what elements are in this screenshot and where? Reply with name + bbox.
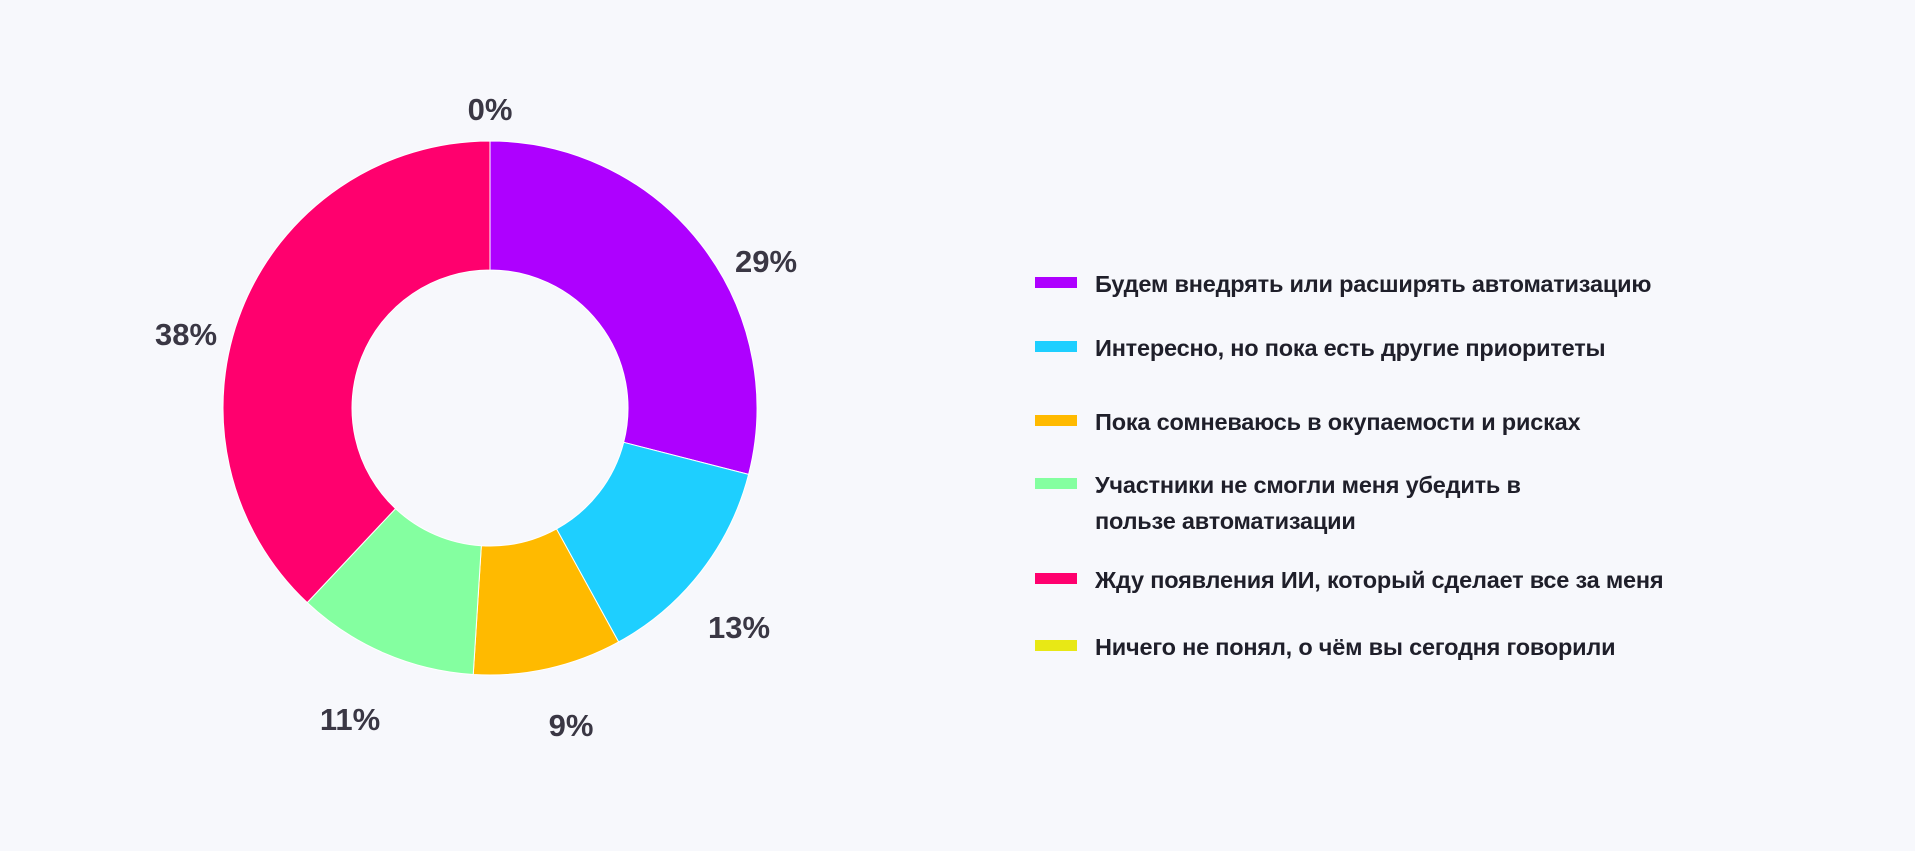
legend-item-wait-ai: Жду появления ИИ, который сделает все за… (1035, 562, 1795, 598)
legend-swatch (1035, 415, 1077, 426)
pct-label-not-understood: 0% (468, 92, 513, 127)
donut-slice-wait-ai (222, 140, 491, 604)
legend-item-other-priorities: Интересно, но пока есть другие приоритет… (1035, 330, 1795, 366)
legend-swatch (1035, 573, 1077, 584)
donut-slice-other-priorities (555, 441, 750, 643)
legend-swatch (1035, 341, 1077, 352)
legend-label-line2: пользе автоматизации (1095, 508, 1356, 534)
legend-label-line1: Участники не смогли меня убедить в (1095, 472, 1521, 498)
pct-label-doubt: 9% (549, 708, 594, 743)
legend-label: Участники не смогли меня убедить в польз… (1095, 467, 1521, 539)
pct-label-automate: 29% (735, 244, 797, 279)
legend-label: Пока сомневаюсь в окупаемости и рисках (1095, 409, 1581, 435)
pct-label-not-convinced: 11% (320, 702, 380, 737)
legend-swatch (1035, 478, 1077, 489)
legend-item-not-convinced: Участники не смогли меня убедить в польз… (1035, 467, 1795, 539)
legend-label: Ничего не понял, о чём вы сегодня говори… (1095, 634, 1616, 660)
pct-label-wait-ai: 38% (155, 317, 217, 352)
legend-label: Интересно, но пока есть другие приоритет… (1095, 335, 1606, 361)
legend-label: Жду появления ИИ, который сделает все за… (1095, 567, 1664, 593)
legend-swatch (1035, 640, 1077, 651)
legend-label: Будем внедрять или расширять автоматизац… (1095, 271, 1652, 297)
donut-slice-automate (489, 140, 758, 476)
legend-item-not-understood: Ничего не понял, о чём вы сегодня говори… (1035, 629, 1795, 665)
legend-item-automate: Будем внедрять или расширять автоматизац… (1035, 266, 1795, 302)
legend-swatch (1035, 277, 1077, 288)
legend-item-doubt: Пока сомневаюсь в окупаемости и рисках (1035, 404, 1795, 440)
pct-label-other-priorities: 13% (708, 610, 770, 645)
